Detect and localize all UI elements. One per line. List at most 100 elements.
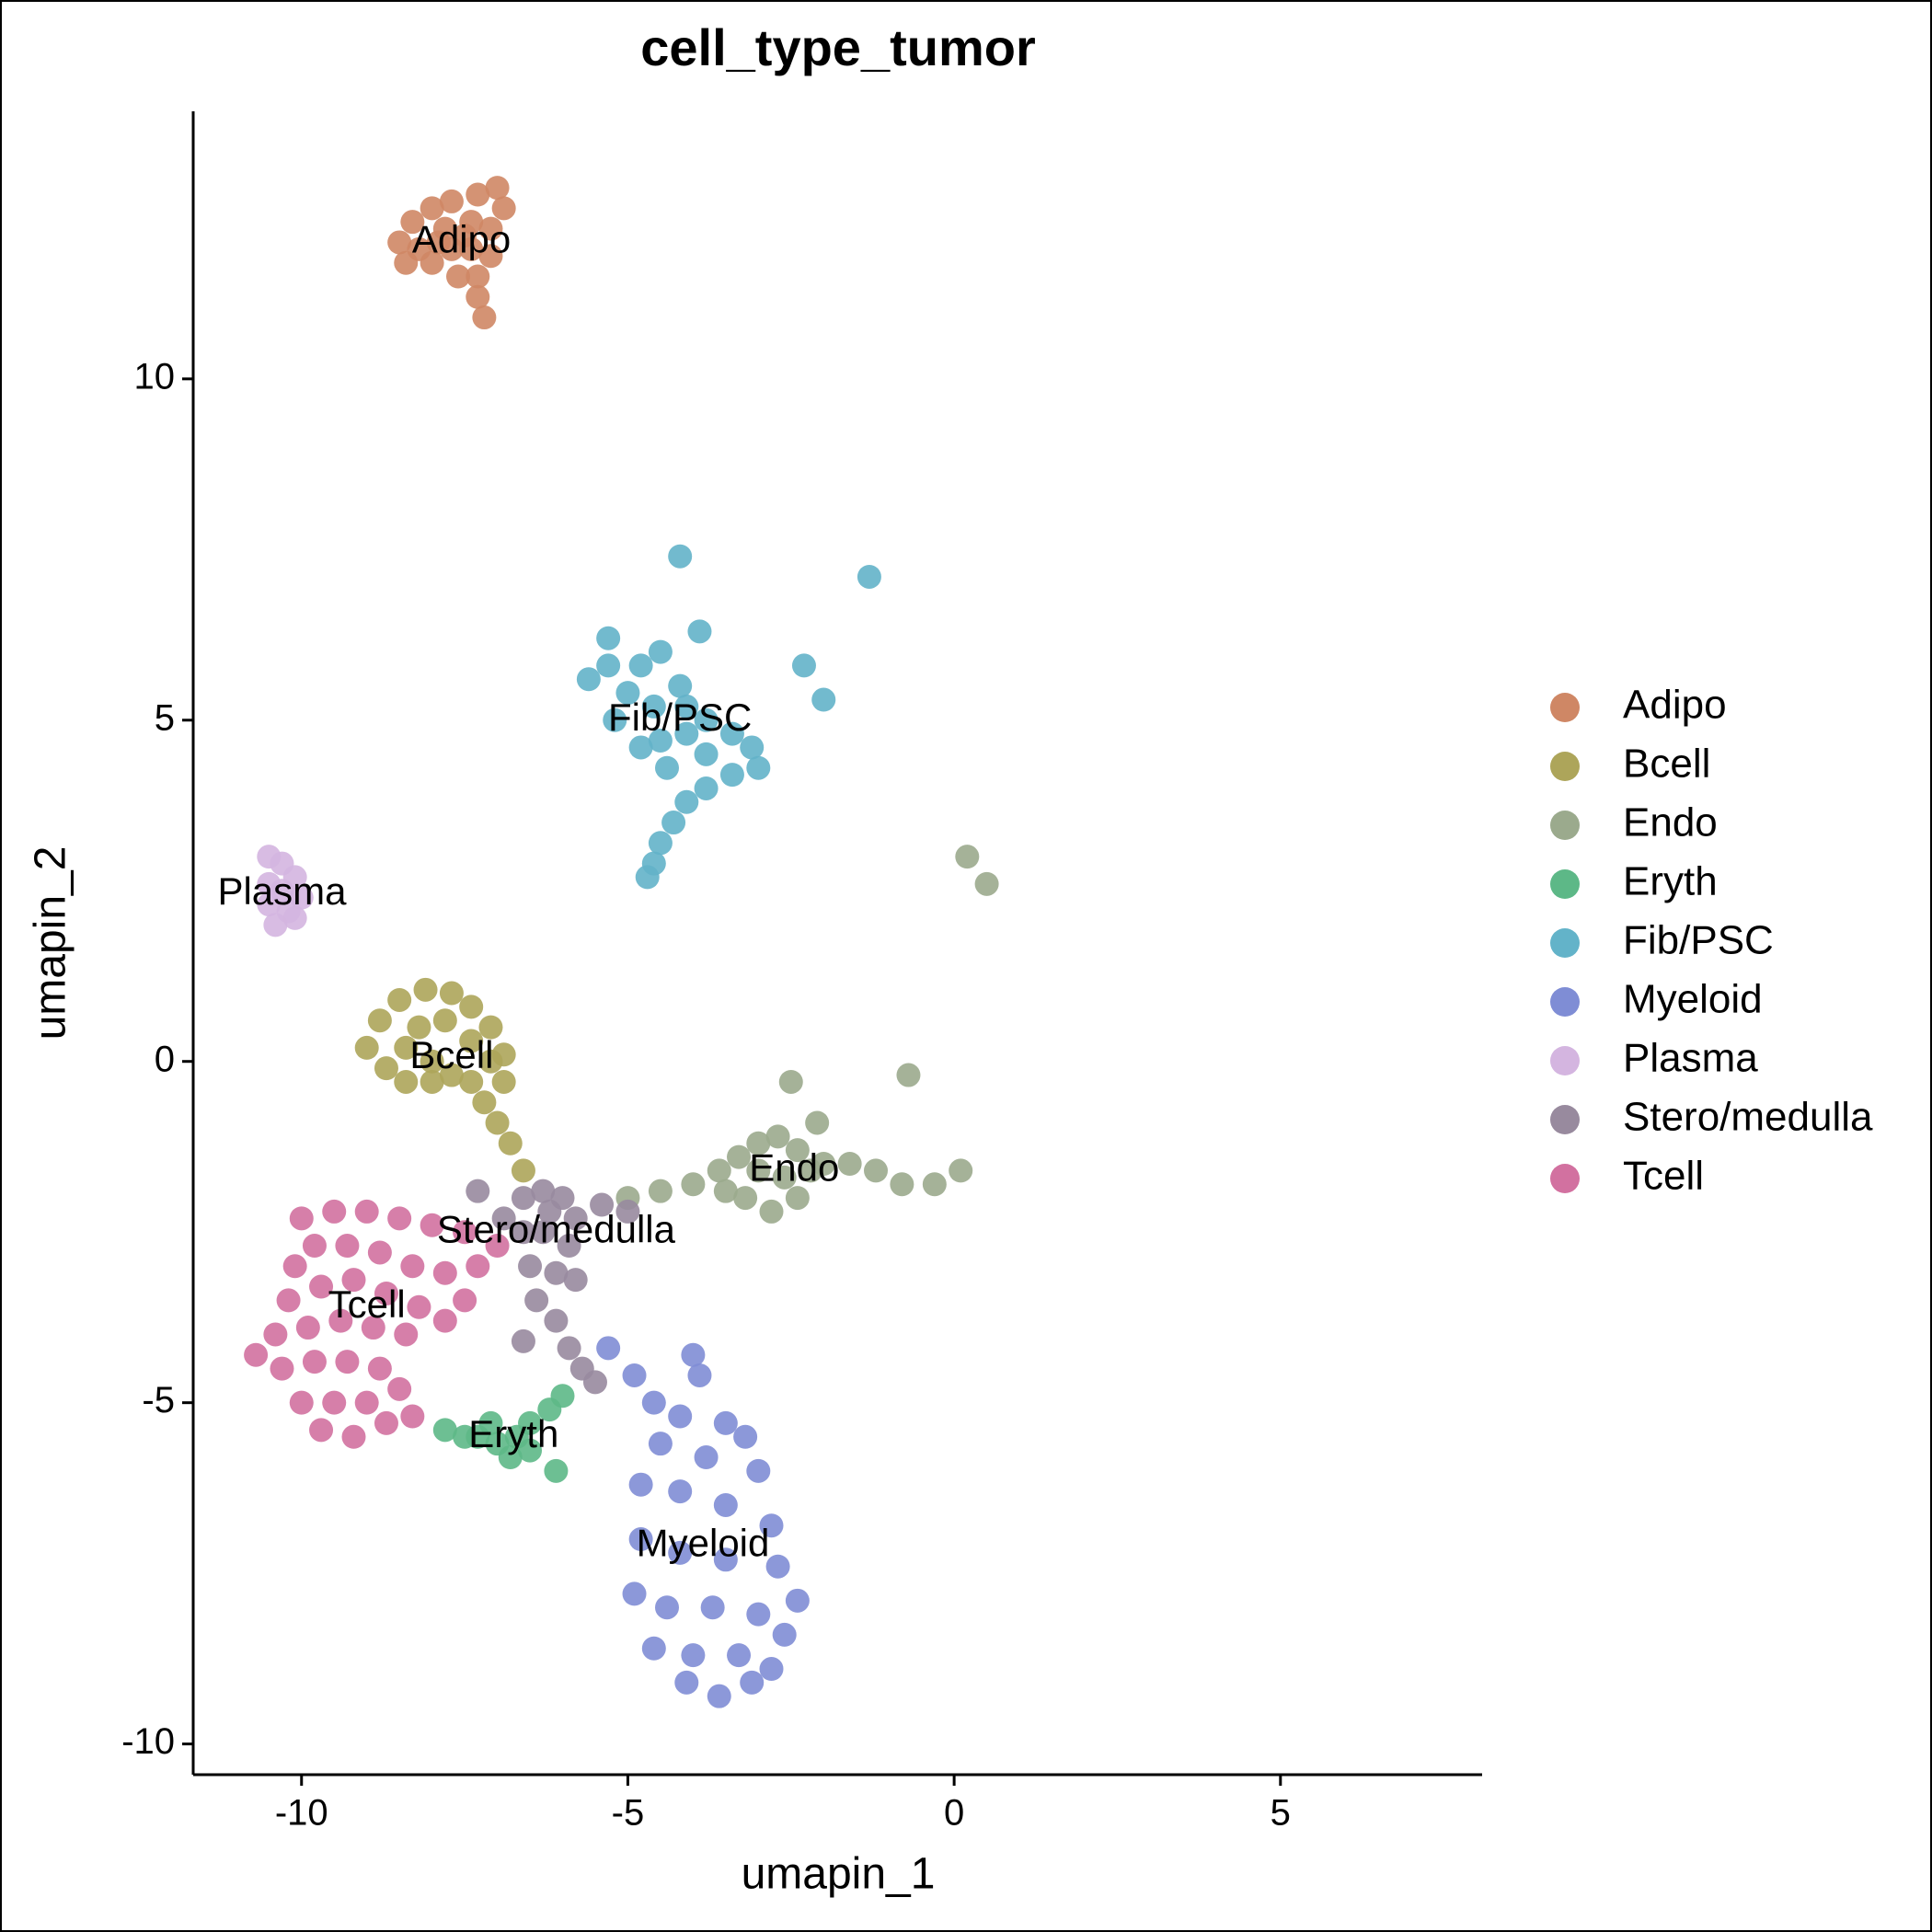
point	[544, 1260, 569, 1285]
point	[498, 1445, 523, 1470]
point	[270, 1356, 294, 1381]
point	[518, 1254, 543, 1279]
point	[420, 196, 444, 221]
point	[759, 1513, 784, 1538]
point	[563, 1206, 588, 1231]
point	[974, 871, 999, 896]
point	[478, 1410, 503, 1435]
point	[596, 626, 621, 650]
point	[713, 1547, 738, 1572]
legend-swatch	[1550, 811, 1580, 840]
point	[635, 865, 660, 890]
point	[661, 811, 686, 835]
point	[713, 1492, 738, 1517]
point	[491, 1069, 516, 1094]
point	[361, 1316, 385, 1340]
legend-label: Plasma	[1623, 1036, 1758, 1081]
point	[707, 1684, 731, 1708]
point	[439, 981, 464, 1006]
point	[765, 1554, 790, 1579]
point	[727, 1144, 752, 1169]
point	[628, 1527, 653, 1552]
point	[765, 1124, 790, 1149]
y-axis-label: umapin_2	[27, 846, 75, 1041]
cluster-label: Adipo	[412, 218, 511, 261]
point	[805, 1110, 830, 1135]
point	[400, 1404, 425, 1429]
point	[628, 1472, 653, 1497]
point	[400, 1254, 425, 1279]
legend-label: Bcell	[1623, 742, 1710, 787]
point	[453, 1424, 477, 1449]
point	[420, 1049, 444, 1074]
legend-label: Myeloid	[1623, 977, 1763, 1022]
cluster-label: Myeloid	[637, 1522, 770, 1565]
point	[713, 1179, 738, 1203]
point	[289, 1390, 314, 1415]
point	[687, 619, 712, 644]
point	[603, 707, 627, 732]
point	[485, 176, 510, 201]
point	[544, 1458, 569, 1483]
point	[531, 1220, 556, 1245]
point	[466, 284, 490, 309]
point	[628, 653, 653, 678]
point	[863, 1158, 888, 1183]
chart-title: cell_type_tumor	[640, 18, 1036, 76]
point	[387, 1206, 412, 1231]
point	[367, 1008, 392, 1033]
point	[420, 250, 444, 275]
point	[955, 845, 980, 869]
point	[746, 755, 771, 780]
point	[759, 1657, 784, 1682]
point	[367, 1240, 392, 1265]
point	[466, 1179, 490, 1203]
point	[615, 1199, 640, 1224]
point	[302, 1234, 327, 1259]
point	[668, 544, 693, 569]
point	[524, 1288, 549, 1313]
point	[295, 1316, 320, 1340]
cluster-label: Endo	[749, 1146, 839, 1190]
legend-swatch	[1550, 1164, 1580, 1193]
point	[491, 196, 516, 221]
x-tick-label: -5	[612, 1793, 645, 1834]
point	[335, 1350, 360, 1374]
point	[341, 1268, 366, 1293]
point	[694, 707, 719, 732]
point	[309, 1274, 334, 1299]
point	[472, 1090, 497, 1115]
legend-label: Eryth	[1623, 859, 1718, 904]
cluster-label: Fib/PSC	[608, 696, 752, 739]
point	[576, 667, 601, 692]
point	[335, 1234, 360, 1259]
point	[439, 1063, 464, 1087]
legend-swatch	[1550, 1046, 1580, 1075]
point	[400, 210, 425, 235]
point	[733, 1186, 758, 1211]
point	[641, 694, 666, 719]
point	[746, 1458, 771, 1483]
point	[432, 1260, 457, 1285]
y-tick-label: -10	[121, 1721, 175, 1762]
point	[394, 1035, 419, 1060]
point	[719, 721, 744, 746]
point	[420, 1069, 444, 1094]
point	[733, 1424, 758, 1449]
point	[374, 1056, 398, 1081]
legend-label: Adipo	[1623, 683, 1727, 728]
point	[687, 1363, 712, 1387]
point	[432, 1418, 457, 1443]
y-tick-label: -5	[142, 1380, 175, 1420]
point	[354, 1199, 379, 1224]
point	[439, 189, 464, 213]
point	[354, 1035, 379, 1060]
point	[590, 1192, 615, 1217]
point	[778, 1069, 803, 1094]
point	[413, 977, 438, 1002]
point	[466, 182, 490, 207]
point	[707, 1158, 731, 1183]
point	[655, 1595, 680, 1620]
point	[544, 1308, 569, 1333]
